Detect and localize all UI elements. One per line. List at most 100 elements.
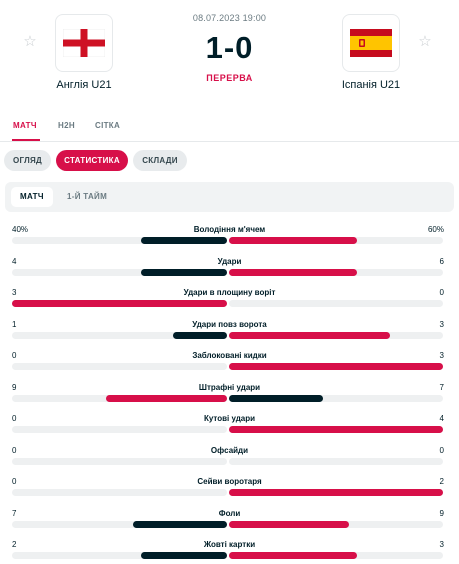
stat-away-value: 60% <box>427 225 444 234</box>
stat-category-label: Кутові удари <box>203 414 256 423</box>
stat-away-track <box>229 268 443 276</box>
subtab-lineups[interactable]: СКЛАДИ <box>133 150 187 171</box>
stat-away-bar <box>229 363 443 370</box>
stat-home-value: 2 <box>12 540 17 549</box>
spain-flag-icon <box>350 29 392 57</box>
away-team-name[interactable]: Іспанія U21 <box>341 79 401 91</box>
stat-home-value: 0 <box>12 477 17 486</box>
stat-away-bar <box>229 426 443 433</box>
stat-away-value: 4 <box>439 414 444 423</box>
match-header: 08.07.2023 19:00 ☆ Англія U21 1-0 ПЕРЕРВ… <box>0 0 459 110</box>
stat-home-value: 0 <box>12 414 17 423</box>
statistics-panel: МАТЧ 1-Й ТАЙМ 40% Володіння м'ячем 60% 4 Уда… <box>5 182 454 562</box>
stat-away-value: 0 <box>439 445 444 455</box>
stat-away-track <box>229 489 443 496</box>
home-team-logo[interactable] <box>55 14 113 72</box>
stat-home-value: 4 <box>12 256 17 266</box>
stat-home-track <box>12 426 227 433</box>
subtab-statistics[interactable]: СТАТИСТИКА <box>56 150 128 171</box>
match-score: 1-0 <box>205 30 254 65</box>
stat-row: 0 Кутові удари 4 <box>5 414 454 444</box>
stat-row: 7 Фоли 9 <box>5 509 454 539</box>
stat-away-track <box>229 520 443 528</box>
tab-h2h[interactable]: H2H <box>58 121 75 130</box>
stat-away-value: 3 <box>439 351 444 360</box>
stat-away-track <box>229 394 443 402</box>
stat-home-track <box>12 268 227 276</box>
home-team-name[interactable]: Англія U21 <box>56 79 112 91</box>
stat-away-bar <box>229 552 358 559</box>
stat-home-track <box>12 520 227 528</box>
stat-home-value: 1 <box>12 319 17 329</box>
stat-home-bar <box>141 237 227 244</box>
favorite-home-star-icon[interactable]: ☆ <box>23 33 37 50</box>
stat-away-value: 3 <box>439 540 444 549</box>
stat-away-value: 2 <box>439 477 444 486</box>
stat-row: 0 Офсайди 0 <box>5 446 454 476</box>
stat-row: 9 Штрафні удари 7 <box>5 383 454 413</box>
stat-home-bar <box>132 520 227 528</box>
stat-away-bar <box>229 331 390 339</box>
stat-home-value: 3 <box>12 288 17 297</box>
stat-row: 40% Володіння м'ячем 60% <box>5 225 454 255</box>
stat-category-label: Удари <box>217 256 242 266</box>
stat-away-track <box>229 331 443 339</box>
stat-home-track <box>12 457 227 465</box>
stat-away-bar <box>229 237 358 244</box>
stat-category-label: Сейви воротаря <box>197 477 262 486</box>
stat-away-track <box>229 300 443 307</box>
period-selector: МАТЧ 1-Й ТАЙМ <box>5 182 454 212</box>
stat-home-track <box>12 552 227 559</box>
stat-row: 0 Заблоковані кидки 3 <box>5 351 454 381</box>
sub-tabs: ОГЛЯД СТАТИСТИКА СКЛАДИ <box>0 150 459 172</box>
stat-category-label: Заблоковані кидки <box>192 351 267 360</box>
stat-home-bar <box>141 552 227 559</box>
stat-row: 1 Удари повз ворота 3 <box>5 320 454 350</box>
stat-category-label: Штрафні удари <box>198 382 261 392</box>
stat-category-label: Володіння м'ячем <box>193 225 266 234</box>
stat-category-label: Офсайди <box>210 445 249 455</box>
stat-away-track <box>229 457 443 465</box>
stat-row: 4 Удари 6 <box>5 257 454 287</box>
away-team-logo[interactable] <box>342 14 400 72</box>
stat-home-track <box>12 331 227 339</box>
stat-category-label: Удари повз ворота <box>192 319 267 329</box>
stat-home-value: 9 <box>12 382 17 392</box>
stat-row: 2 Жовті картки 3 <box>5 540 454 564</box>
period-tab-match[interactable]: МАТЧ <box>11 187 53 207</box>
stat-home-value: 0 <box>12 445 17 455</box>
stat-home-track <box>12 300 227 307</box>
stat-away-bar <box>229 489 443 496</box>
england-flag-icon <box>63 29 105 57</box>
stat-row: 3 Удари в площину воріт 0 <box>5 288 454 318</box>
stat-home-bar <box>12 300 227 307</box>
stat-home-bar <box>141 268 227 276</box>
stat-category-label: Удари в площину воріт <box>183 288 276 297</box>
stat-away-value: 9 <box>439 508 444 518</box>
favorite-away-star-icon[interactable]: ☆ <box>418 33 432 50</box>
tab-bracket[interactable]: СІТКА <box>95 121 121 130</box>
stat-home-value: 40% <box>12 225 29 234</box>
stat-away-bar <box>229 394 323 402</box>
match-status: ПЕРЕРВА <box>206 73 253 83</box>
stat-home-track <box>12 237 227 244</box>
subtab-summary[interactable]: ОГЛЯД <box>4 150 51 171</box>
stat-away-bar <box>229 268 358 276</box>
period-tab-first-half[interactable]: 1-Й ТАЙМ <box>67 192 108 201</box>
stat-away-track <box>229 426 443 433</box>
active-tab-indicator <box>12 139 40 141</box>
stat-home-track <box>12 394 227 402</box>
stat-away-track <box>229 363 443 370</box>
tab-match[interactable]: МАТЧ <box>13 121 37 130</box>
stat-home-track <box>12 489 227 496</box>
stat-away-value: 3 <box>439 319 444 329</box>
stat-row: 0 Сейви воротаря 2 <box>5 477 454 507</box>
stat-category-label: Жовті картки <box>203 540 256 549</box>
stat-category-label: Фоли <box>218 508 241 518</box>
stat-home-value: 7 <box>12 508 17 518</box>
stat-away-track <box>229 552 443 559</box>
stat-away-value: 7 <box>439 382 444 392</box>
stat-home-bar <box>106 394 227 402</box>
stat-away-track <box>229 237 443 244</box>
match-datetime: 08.07.2023 19:00 <box>192 13 267 23</box>
